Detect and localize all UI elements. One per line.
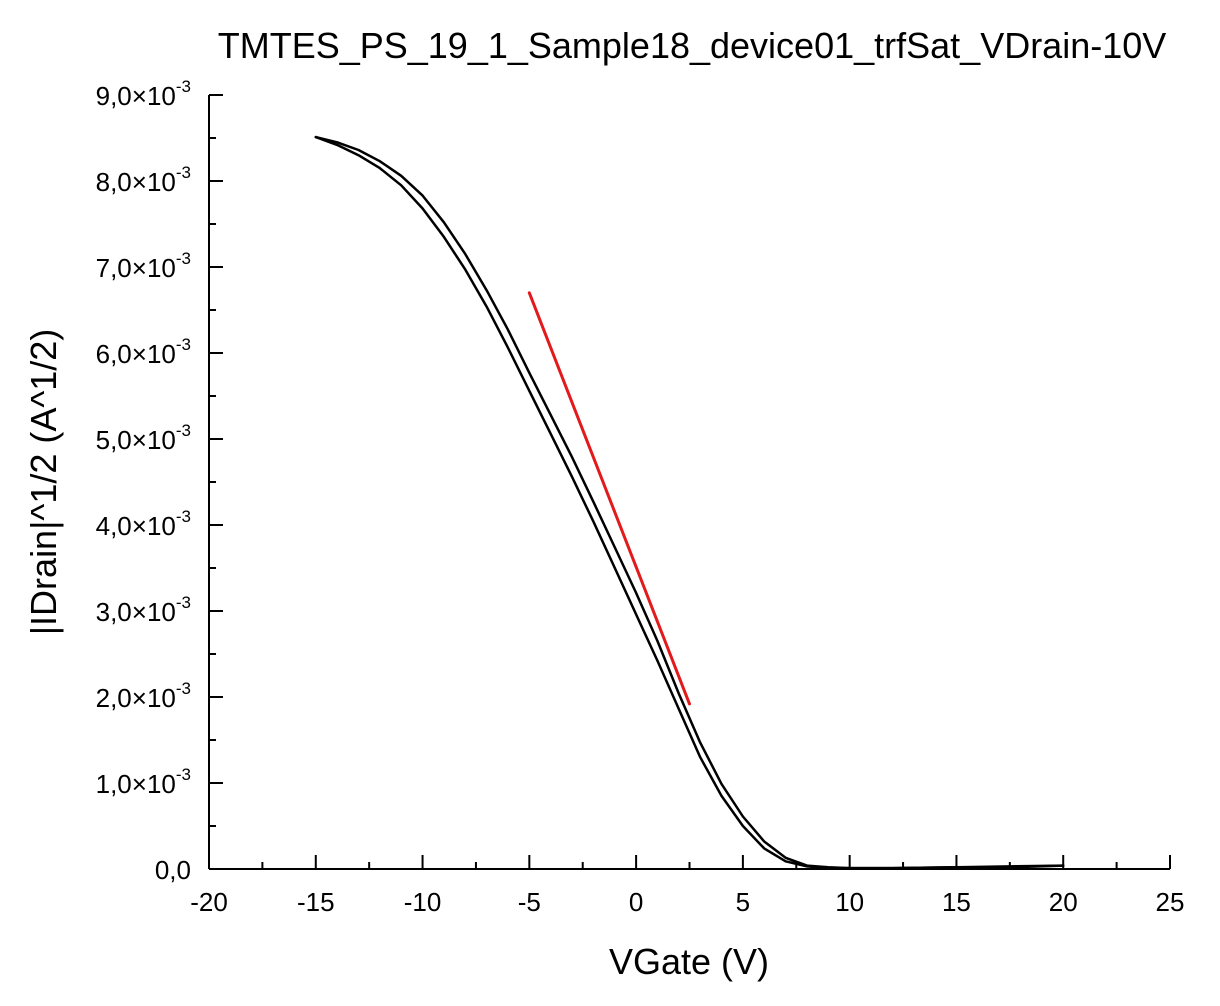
x-tick-label: 20 [1049,887,1078,917]
y-tick-label: 3,0×10-3 [96,593,191,627]
y-tick-label: 5,0×10-3 [96,421,191,455]
x-tick-label: -10 [404,887,442,917]
x-tick-label: 10 [835,887,864,917]
x-tick-label: 0 [629,887,643,917]
x-tick-label: -5 [518,887,541,917]
y-tick-label: 1,0×10-3 [96,765,191,799]
y-axis-label: |IDrain|^1/2 (A^1/2) [23,329,64,636]
x-tick-label: -15 [297,887,335,917]
y-tick-label: 0,0 [155,855,191,885]
series-line-2 [314,135,1065,870]
y-ticks: 0,0 1,0×10-3 2,0×10-3 3,0×10-3 4,0×10-3 5,0×1… [96,77,223,885]
y-tick-label: 6,0×10-3 [96,335,191,369]
y-tick-label: 7,0×10-3 [96,249,191,283]
axes-layer [208,95,1170,870]
series-layer [314,135,1065,870]
x-axis-label: VGate (V) [609,941,769,982]
x-ticks: -20 -15 -10 -5 0 5 10 15 20 25 [190,855,1184,917]
y-tick-label: 4,0×10-3 [96,507,191,541]
chart-title: TMTES_PS_19_1_Sample18_device01_trfSat_V… [218,25,1167,66]
x-tick-label: 5 [736,887,750,917]
x-tick-label: 25 [1156,887,1185,917]
y-tick-label: 9,0×10-3 [96,77,191,111]
y-tick-label: 2,0×10-3 [96,679,191,713]
x-tick-label: 15 [942,887,971,917]
y-tick-label: 8,0×10-3 [96,163,191,197]
series-line-1 [314,135,1065,870]
x-tick-label: -20 [190,887,228,917]
fit-line [527,291,691,706]
